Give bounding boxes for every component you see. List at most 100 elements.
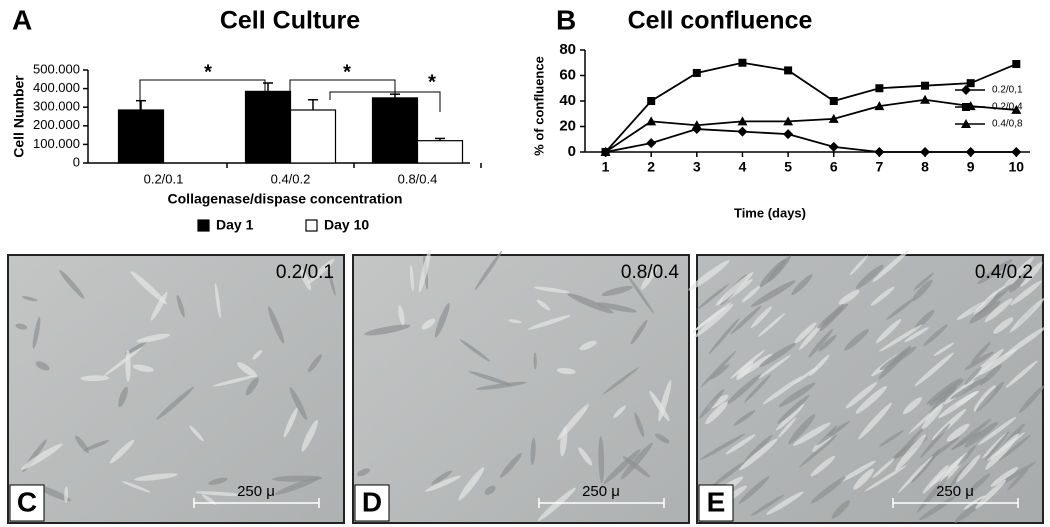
cell-shape: [35, 361, 50, 371]
chart-title: Cell Culture: [220, 7, 360, 35]
cell-shape: [655, 433, 670, 444]
x-tick-label: 6: [830, 159, 838, 175]
cell-shape: [533, 352, 537, 370]
cell-shape: [964, 421, 999, 448]
cell-shape: [897, 455, 933, 494]
marker: [874, 101, 885, 111]
cell-shape: [630, 319, 648, 345]
marker: [965, 147, 976, 157]
cell-shape: [699, 389, 725, 419]
cell-shape: [977, 416, 1017, 446]
cell-shape: [858, 402, 893, 440]
cell-shape: [103, 347, 142, 377]
marker: [828, 141, 839, 152]
chart-title: Cell confluence: [628, 7, 813, 35]
cell-shape: [879, 430, 904, 447]
cell-shape: [556, 367, 576, 375]
legend-label: 0.2/0,4: [992, 102, 1023, 113]
y-axis-label: % of confluence: [531, 56, 546, 156]
cell-shape: [977, 259, 1013, 285]
marker: [646, 116, 657, 126]
cell-shape: [458, 467, 485, 501]
cell-shape: [80, 375, 110, 382]
panel-letter-box: [9, 484, 45, 522]
y-tick-label: 500.000: [33, 61, 80, 76]
cell-shape: [299, 266, 312, 291]
cell-shape: [189, 425, 204, 442]
cell-shape: [853, 468, 874, 490]
cell-shape: [214, 283, 221, 319]
x-tick-label: 2: [647, 159, 655, 175]
marker: [692, 68, 701, 77]
cell-shape: [919, 423, 951, 459]
cell-shape: [975, 479, 1007, 509]
micrograph: [352, 254, 690, 524]
cell-shape: [895, 434, 927, 471]
marker: [875, 84, 884, 93]
significance-star: *: [343, 61, 351, 83]
cell-shape: [777, 395, 810, 424]
cell-shape: [872, 458, 895, 479]
cell-shape: [914, 352, 954, 387]
marker: [1011, 147, 1022, 157]
x-tick-label: 5: [784, 159, 792, 175]
legend-label: 0.4/0,8: [992, 119, 1023, 130]
cell-shape: [364, 324, 411, 336]
cell-shape: [775, 403, 805, 431]
cell-shape: [839, 460, 876, 483]
marker: [600, 147, 611, 156]
x-tick-label: 9: [967, 159, 975, 175]
x-tick-label: 0.2/0.1: [144, 171, 184, 186]
panel-letter: B: [556, 4, 576, 35]
micrograph-label: 0.2/0.1: [276, 262, 334, 283]
cell-shape: [195, 491, 244, 497]
cell-shape: [708, 317, 740, 355]
scale-bar-label: 250 μ: [582, 483, 620, 500]
significance-star: *: [428, 71, 436, 93]
panel-letter: D: [362, 486, 382, 517]
cell-shape: [307, 354, 322, 373]
cell-shape: [744, 434, 773, 462]
cell-shape: [921, 404, 944, 430]
cell-shape: [725, 434, 756, 455]
panel-letter: C: [17, 486, 37, 517]
cell-shape: [245, 377, 259, 396]
cell-shape: [530, 437, 536, 465]
cell-shape: [208, 477, 228, 486]
cell-shape: [130, 271, 167, 305]
cell-shape: [810, 476, 846, 504]
cell-shape: [694, 304, 734, 339]
cell-shape: [301, 419, 318, 452]
cell-shape: [762, 376, 803, 405]
cell-shape: [598, 436, 605, 483]
cell-shape: [527, 315, 571, 330]
cell-shape: [757, 313, 786, 337]
cell-shape: [705, 401, 728, 425]
cell-shape: [252, 350, 263, 360]
x-tick-label: 8: [921, 159, 929, 175]
cell-shape: [950, 377, 988, 400]
cell-shape: [798, 323, 822, 350]
cell-shape: [134, 473, 178, 481]
cell-shape: [596, 302, 637, 313]
marker: [783, 129, 794, 140]
cell-shape: [809, 354, 830, 377]
cell-shape: [750, 306, 772, 328]
cell-shape: [328, 271, 336, 296]
cell-shape: [933, 342, 955, 357]
x-tick-label: 0.4/0.2: [271, 171, 311, 186]
cell-shape: [15, 323, 28, 330]
cell-shape: [484, 485, 496, 495]
legend-label: Day 1: [216, 217, 254, 233]
significance-bracket: [139, 79, 266, 110]
cell-shape: [431, 470, 453, 485]
marker: [691, 120, 702, 130]
cell-shape: [1020, 261, 1043, 287]
cell-shape: [567, 293, 614, 314]
cell-shape: [425, 475, 462, 492]
cell-shape: [750, 494, 785, 516]
marker: [966, 79, 975, 88]
cell-shape: [886, 297, 915, 320]
cell-shape: [902, 397, 922, 415]
